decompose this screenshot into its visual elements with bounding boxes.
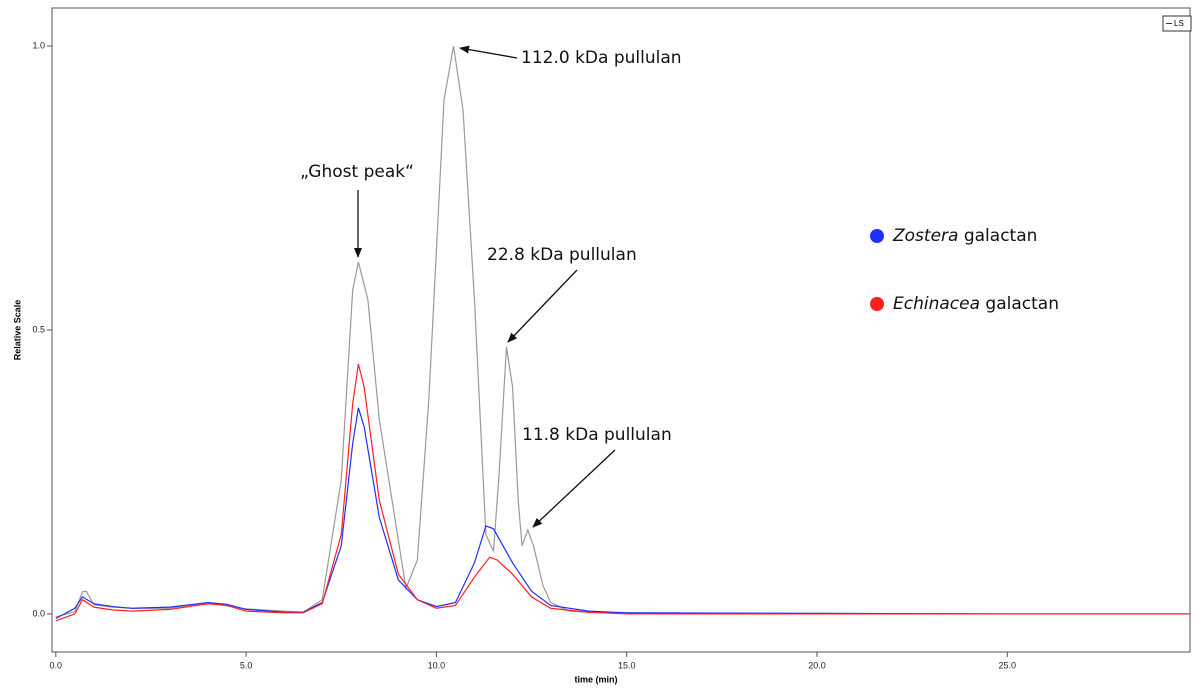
x-tick-label: 0.0 [50, 660, 63, 670]
annotation: 112.0 kDa pullulan [521, 48, 682, 68]
y-tick-label: 1.0 [32, 40, 45, 50]
x-tick-label: 25.0 [999, 660, 1017, 670]
series-line [55, 45, 1190, 618]
x-tick-label: 15.0 [618, 660, 636, 670]
y-tick-label: 0.0 [32, 608, 45, 618]
legend-box [1162, 15, 1192, 32]
annotation-arrow [459, 45, 518, 59]
y-axis-label: Relative Scale [12, 300, 22, 361]
annotation-arrow [532, 449, 616, 528]
y-tick-label: 0.5 [32, 324, 45, 334]
annotation-arrow [507, 269, 578, 343]
legend-label: Zostera galactan [892, 226, 1037, 246]
legend-box-label: LS [1174, 19, 1184, 28]
legend-marker [870, 297, 884, 311]
plot-frame [51, 7, 1191, 653]
x-tick-label: 20.0 [808, 660, 826, 670]
legend-label: Echinacea galactan [893, 294, 1059, 314]
annotation: „Ghost peak“ [300, 162, 414, 182]
x-axis-label: time (min) [574, 674, 617, 684]
series-line [55, 363, 1190, 622]
series-line [55, 407, 1190, 620]
x-tick-label: 5.0 [240, 660, 253, 670]
legend-marker [870, 229, 884, 243]
annotation: 22.8 kDa pullulan [487, 245, 637, 265]
annotation: 11.8 kDa pullulan [522, 425, 672, 445]
x-tick-label: 10.0 [428, 660, 446, 670]
